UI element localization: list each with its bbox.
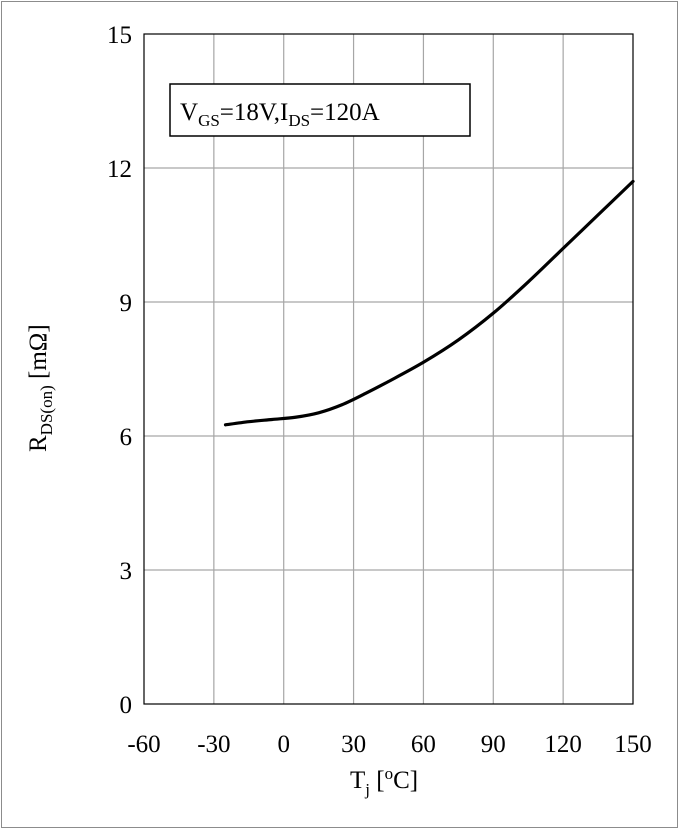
series-line (223, 179, 635, 427)
annotation-text: VGS=18V,IDS=120A (180, 99, 380, 130)
grid (144, 34, 633, 704)
annotation-border (169, 83, 471, 137)
x-tick-label: -60 (127, 731, 160, 758)
x-tick-label: 90 (481, 731, 506, 758)
y-tick-label: 15 (107, 22, 132, 49)
x-tick-label: 30 (341, 731, 366, 758)
y-tick-label: 12 (107, 156, 132, 183)
y-tick-label: 9 (120, 290, 133, 317)
annotation-box: VGS=18V,IDS=120A (169, 83, 471, 137)
y-axis-label: RDS(on) [mΩ] (25, 324, 56, 452)
x-tick-label: 0 (277, 731, 290, 758)
x-tick-label: 150 (614, 731, 652, 758)
x-axis-label: Tj [oC] (350, 764, 418, 799)
x-tick-label: -30 (197, 731, 230, 758)
y-tick-label: 3 (120, 558, 133, 585)
x-tick-label: 120 (544, 731, 582, 758)
y-tick-label: 6 (120, 424, 133, 451)
y-tick-label: 0 (120, 692, 133, 719)
x-tick-label: 60 (411, 731, 436, 758)
tick-labels: -60 -30 0 30 60 90 120 150 0 3 6 9 12 15 (107, 22, 652, 758)
plot-area-border (143, 33, 634, 705)
